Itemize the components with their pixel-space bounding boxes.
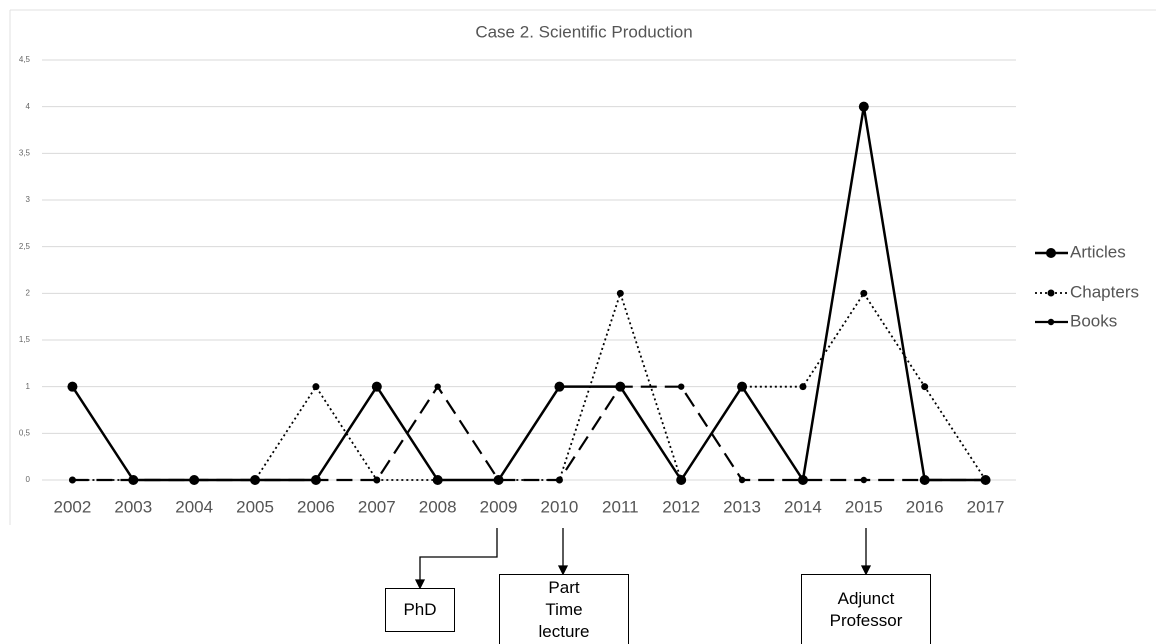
point	[69, 476, 76, 484]
y-tick-label: 4,5	[19, 55, 31, 64]
y-tick-label: 4	[26, 102, 31, 111]
point	[677, 476, 685, 484]
point	[434, 383, 441, 390]
legend-label: Books	[1070, 311, 1117, 330]
x-tick-label: 2007	[358, 497, 396, 516]
point	[617, 383, 624, 390]
point	[982, 476, 989, 484]
x-tick-label: 2008	[419, 497, 457, 516]
annotation-box: PhD	[385, 588, 455, 632]
legend-label: Chapters	[1070, 282, 1139, 301]
x-tick-label: 2009	[480, 497, 518, 516]
point	[371, 381, 382, 392]
x-tick-label: 2015	[845, 497, 883, 516]
x-tick-label: 2010	[541, 497, 579, 516]
point	[312, 476, 320, 484]
legend-label: Articles	[1070, 242, 1126, 261]
y-tick-label: 2,5	[19, 242, 31, 251]
legend-marker	[1047, 289, 1055, 297]
point	[738, 383, 746, 391]
point	[312, 383, 320, 391]
y-tick-label: 2	[26, 288, 31, 297]
y-tick-label: 0,5	[19, 428, 31, 437]
x-tick-label: 2016	[906, 497, 944, 516]
point	[799, 383, 807, 391]
point	[860, 289, 868, 297]
y-tick-label: 0	[26, 475, 31, 484]
point	[434, 476, 442, 484]
x-tick-label: 2004	[175, 497, 213, 516]
y-tick-label: 3,5	[19, 148, 31, 157]
point	[738, 476, 746, 484]
point	[799, 476, 807, 484]
annotation-box: Adjunct Professor	[801, 574, 931, 644]
y-tick-label: 1	[26, 382, 31, 391]
point	[67, 381, 78, 392]
point	[130, 476, 137, 484]
point	[190, 476, 198, 484]
y-tick-label: 1,5	[19, 335, 31, 344]
x-tick-label: 2003	[114, 497, 152, 516]
point	[858, 101, 869, 112]
point	[495, 476, 502, 484]
chart-title: Case 2. Scientific Production	[475, 22, 692, 41]
x-tick-label: 2002	[54, 497, 92, 516]
point	[921, 476, 928, 484]
annotation-box: Part Time lecture	[499, 574, 629, 644]
point	[373, 476, 381, 484]
y-tick-label: 3	[26, 195, 31, 204]
x-tick-label: 2011	[602, 497, 639, 516]
series-line	[72, 384, 986, 482]
point	[251, 476, 259, 484]
x-tick-label: 2017	[967, 497, 1005, 516]
point	[616, 289, 624, 297]
point	[860, 476, 868, 484]
x-tick-label: 2006	[297, 497, 335, 516]
legend-marker	[1047, 318, 1055, 326]
x-tick-label: 2012	[662, 497, 700, 516]
point	[677, 383, 685, 390]
point	[921, 383, 929, 391]
point	[554, 381, 565, 392]
x-tick-label: 2005	[236, 497, 274, 516]
legend-marker	[1046, 248, 1056, 258]
annotation-arrows	[414, 528, 872, 590]
point	[556, 476, 563, 484]
x-tick-label: 2014	[784, 497, 822, 516]
x-tick-label: 2013	[723, 497, 761, 516]
